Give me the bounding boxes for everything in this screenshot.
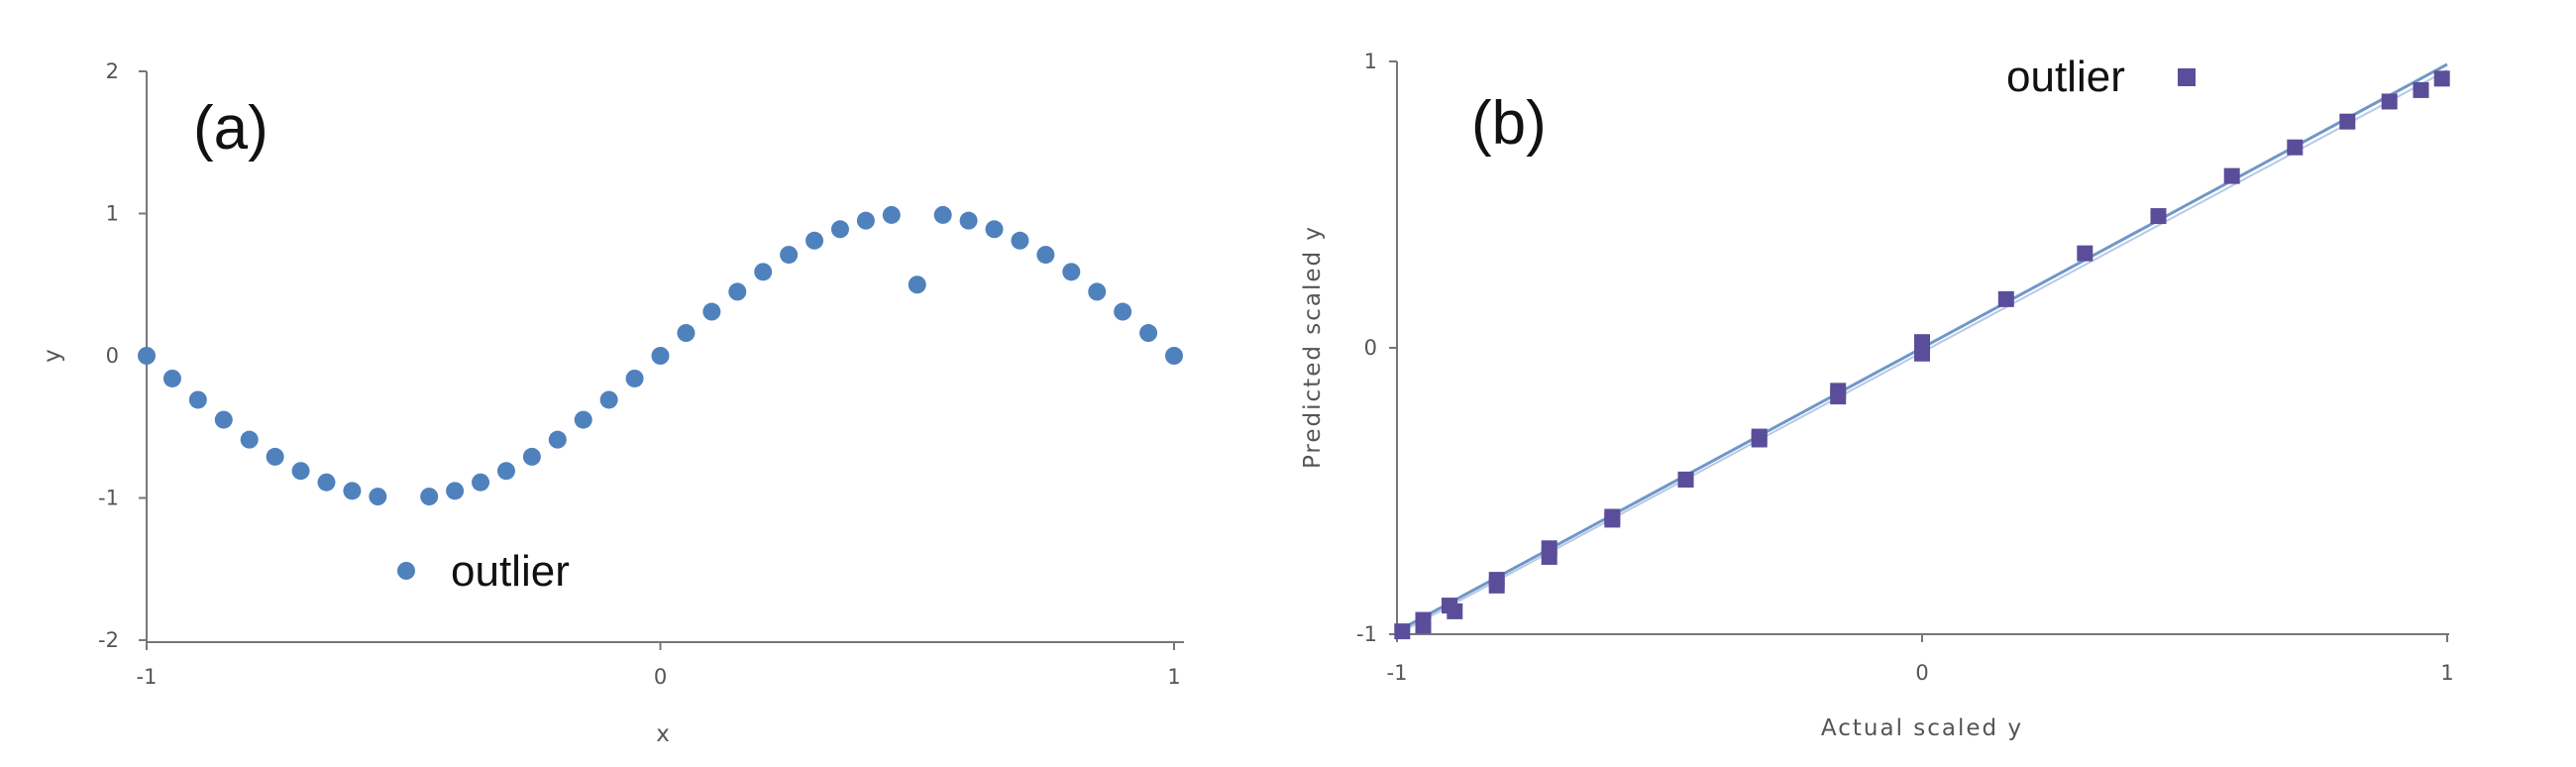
- panel-a-legend: outlier: [397, 547, 570, 596]
- panel-b-points: [1394, 70, 2450, 640]
- panel-b-data-point: [1830, 388, 1847, 405]
- panel-a-data-point: [933, 205, 952, 224]
- panel-b-data-point: [1415, 617, 1432, 634]
- panel-a-legend-marker: [397, 562, 415, 580]
- chart-panel-b: (b) 1 0 -1 -1 0 1 Actual scaled y Predicted …: [1300, 50, 2454, 741]
- panel-a-x-tick-label: 1: [1167, 665, 1180, 689]
- panel-b-x-tick-label: 1: [2440, 661, 2453, 685]
- panel-a-data-point: [266, 447, 284, 466]
- panel-b-data-point: [1604, 508, 1621, 525]
- panel-a-data-point: [188, 390, 207, 409]
- panel-a-data-point: [472, 473, 490, 492]
- panel-a-data-point: [369, 488, 387, 506]
- panel-a-y-tick-label: -2: [98, 628, 119, 652]
- panel-b-data-point: [2287, 139, 2304, 156]
- panel-a-data-point: [214, 410, 233, 429]
- panel-a-x-axis-title: x: [656, 721, 672, 747]
- panel-b-data-point: [2413, 81, 2429, 98]
- panel-a-y-tick-label: 2: [106, 59, 119, 83]
- panel-a-y-axis-title: y: [40, 347, 65, 363]
- panel-b-data-point: [1914, 345, 1930, 362]
- panel-a-data-point: [985, 220, 1004, 239]
- panel-a-data-point: [1088, 282, 1107, 301]
- panel-a-data-point: [240, 430, 259, 449]
- panel-a-data-point: [599, 390, 618, 409]
- panel-a-data-point: [446, 482, 465, 500]
- panel-a-data-point: [805, 231, 824, 250]
- panel-a-y-tick-label: 0: [106, 344, 119, 368]
- panel-a-data-point: [522, 447, 541, 466]
- panel-a-data-point: [317, 473, 336, 492]
- panel-a-x-tick-label: -1: [137, 665, 158, 689]
- panel-b-data-point: [2077, 245, 2093, 262]
- chart-panel-a: (a) 2 1 0 -1 -2 -1 0 1 x y outlier: [40, 59, 1184, 747]
- panel-a-data-point: [1139, 324, 1158, 343]
- panel-a-data-point: [625, 369, 644, 387]
- panel-b-x-tick-label: 0: [1915, 661, 1928, 685]
- panel-a-data-point: [496, 462, 515, 481]
- panel-b-data-point: [1394, 623, 1411, 640]
- panel-b-data-point: [1677, 471, 1694, 488]
- panel-b-data-point: [2150, 208, 2167, 225]
- panel-a-data-point: [702, 302, 721, 321]
- panel-a-data-point: [780, 246, 799, 265]
- panel-a-points: [138, 205, 1183, 506]
- panel-b-x-ticks: -1 0 1: [1387, 634, 2454, 685]
- panel-b-y-tick-label: -1: [1356, 622, 1377, 646]
- panel-b-data-point: [1541, 548, 1557, 565]
- panel-a-data-point: [651, 347, 670, 365]
- panel-a-y-ticks: 2 1 0 -1 -2: [98, 59, 147, 652]
- panel-a-data-point: [1011, 231, 1029, 250]
- panel-a-data-point: [548, 430, 567, 449]
- panel-b-legend-marker: [2178, 68, 2196, 86]
- panel-a-data-point: [162, 369, 181, 387]
- panel-a-data-point: [138, 347, 156, 365]
- panel-b-y-axis-title: Predicted scaled y: [1300, 225, 1326, 469]
- panel-a-label: (a): [193, 94, 268, 163]
- panel-a-y-tick-label: 1: [106, 202, 119, 226]
- panel-a-x-tick-label: 0: [654, 665, 667, 689]
- panel-a-data-point: [1062, 263, 1081, 281]
- panel-a-y-tick-label: -1: [98, 487, 119, 510]
- panel-b-label: (b): [1471, 89, 1547, 158]
- panel-a-data-point: [830, 220, 849, 239]
- panel-b-data-point: [1447, 603, 1463, 619]
- panel-b-data-point: [2223, 167, 2240, 184]
- panel-b-legend: outlier: [2006, 53, 2196, 101]
- panel-a-data-point: [1036, 246, 1055, 265]
- panel-a-data-point: [856, 211, 875, 230]
- panel-a-data-point: [574, 410, 592, 429]
- panel-a-legend-label: outlier: [451, 547, 570, 596]
- panel-b-x-axis-title: Actual scaled y: [1821, 715, 2023, 741]
- panel-a-data-point: [728, 282, 747, 301]
- panel-a-data-point: [343, 482, 362, 500]
- panel-b-y-tick-label: 0: [1364, 336, 1377, 360]
- panel-a-data-point: [1165, 347, 1183, 365]
- panel-b-data-point: [1488, 577, 1505, 594]
- panel-b-data-point: [2339, 113, 2356, 130]
- panel-a-data-point: [959, 211, 978, 230]
- panel-a-x-ticks: -1 0 1: [137, 642, 1181, 689]
- panel-b-x-tick-label: -1: [1387, 661, 1408, 685]
- panel-b-data-point: [1751, 431, 1768, 448]
- panel-b-data-point: [2433, 70, 2450, 87]
- panel-b-y-tick-label: 1: [1364, 50, 1377, 73]
- panel-a-data-point: [677, 324, 696, 343]
- panel-b-data-point: [2381, 93, 2398, 110]
- panel-a-data-point: [754, 263, 773, 281]
- panel-b-y-ticks: 1 0 -1: [1356, 50, 1397, 646]
- panel-a-data-point: [882, 205, 901, 224]
- panel-b-legend-label: outlier: [2006, 53, 2125, 101]
- panel-a-data-point: [908, 275, 926, 294]
- panel-a-data-point: [420, 488, 439, 506]
- panel-a-data-point: [291, 462, 310, 481]
- panel-b-data-point: [1997, 290, 2014, 307]
- panel-a-data-point: [1114, 302, 1132, 321]
